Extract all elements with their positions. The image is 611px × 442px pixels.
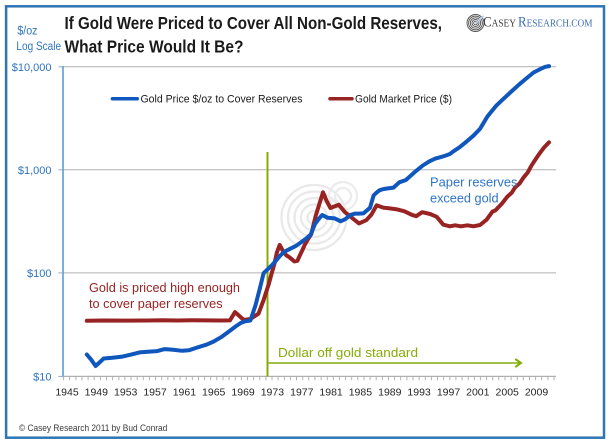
svg-text:What Price Would It Be?: What Price Would It Be? (65, 36, 244, 56)
svg-text:If Gold Were Priced to Cover A: If Gold Were Priced to Cover All Non-Gol… (65, 13, 443, 33)
svg-text:1973: 1973 (261, 387, 285, 399)
svg-text:Paper reserves: Paper reserves (430, 175, 518, 190)
svg-text:Log Scale: Log Scale (16, 41, 61, 53)
svg-text:1945: 1945 (55, 387, 79, 399)
svg-text:1985: 1985 (349, 387, 373, 399)
svg-text:1969: 1969 (231, 387, 255, 399)
svg-text:1953: 1953 (114, 387, 138, 399)
svg-text:2005: 2005 (496, 387, 520, 399)
svg-text:Dollar off gold standard: Dollar off gold standard (278, 345, 418, 360)
svg-text:1981: 1981 (319, 387, 343, 399)
svg-text:1989: 1989 (378, 387, 402, 399)
svg-text:1961: 1961 (173, 387, 197, 399)
svg-text:CASEY: CASEY (483, 15, 516, 31)
svg-text:Gold Price $/oz to Cover Reser: Gold Price $/oz to Cover Reserves (141, 94, 303, 106)
svg-text:2009: 2009 (525, 387, 549, 399)
svg-text:1993: 1993 (407, 387, 431, 399)
svg-text:exceed gold: exceed gold (430, 191, 499, 206)
svg-text:$10,000: $10,000 (12, 62, 52, 74)
svg-text:1997: 1997 (437, 387, 461, 399)
svg-text:1949: 1949 (85, 387, 109, 399)
svg-text:$/oz: $/oz (17, 26, 37, 38)
svg-text:2001: 2001 (466, 387, 490, 399)
svg-text:to cover paper reserves: to cover paper reserves (89, 297, 223, 311)
svg-text:1965: 1965 (202, 387, 226, 399)
svg-text:Gold is priced high enough: Gold is priced high enough (89, 281, 240, 295)
svg-text:1957: 1957 (143, 387, 167, 399)
svg-text:$10: $10 (33, 371, 51, 383)
svg-text:$1,000: $1,000 (18, 165, 52, 177)
svg-text:© Casey Research 2011 by Bud C: © Casey Research 2011 by Bud Conrad (19, 423, 167, 434)
svg-text:RESEARCH.COM: RESEARCH.COM (518, 15, 593, 31)
svg-text:$100: $100 (27, 268, 51, 280)
svg-text:1977: 1977 (290, 387, 314, 399)
svg-text:Gold Market Price ($): Gold Market Price ($) (355, 94, 452, 106)
